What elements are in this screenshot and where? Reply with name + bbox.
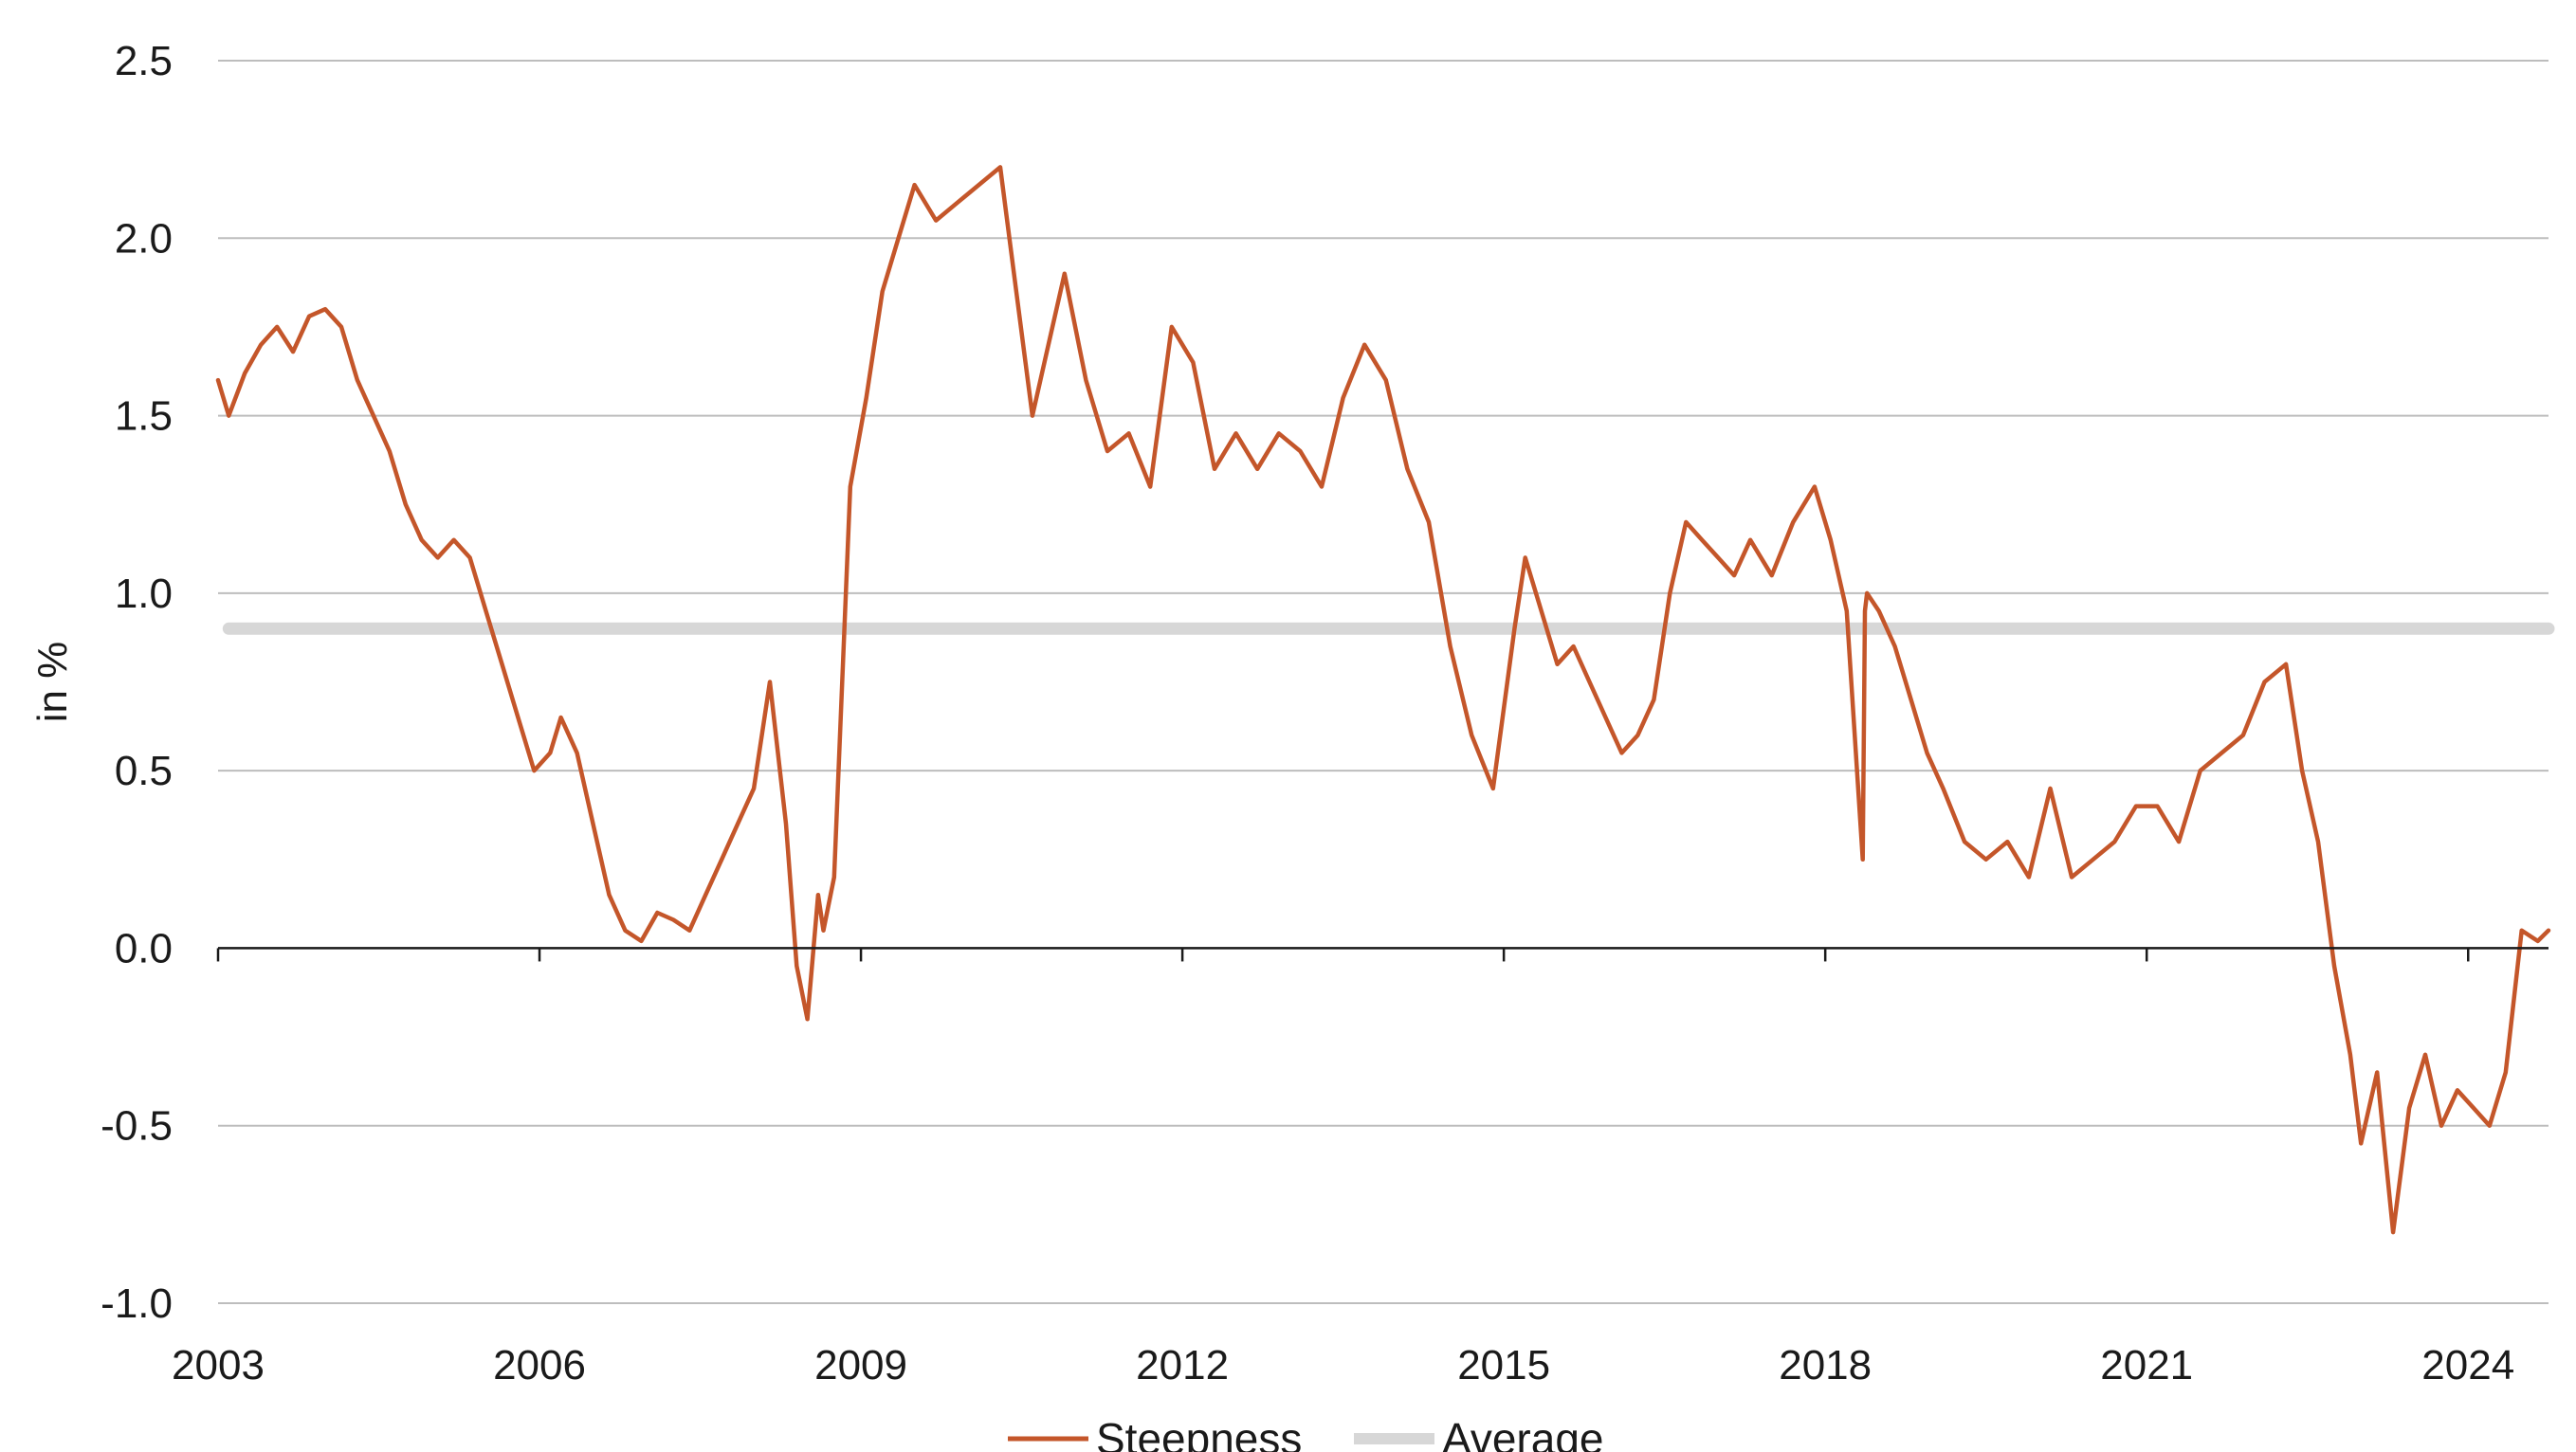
- x-tick-label: 2009: [814, 1342, 907, 1388]
- y-tick-label: 1.5: [115, 393, 173, 440]
- steepness-line: [215, 165, 2551, 1235]
- y-tick-label: 0.0: [115, 925, 173, 971]
- x-tick-label: 2012: [1136, 1342, 1229, 1388]
- x-tick-label: 2006: [493, 1342, 586, 1388]
- x-tick-label: 2003: [172, 1342, 265, 1388]
- y-tick-label: -1.0: [100, 1280, 173, 1327]
- y-axis-title: in %: [29, 642, 76, 723]
- x-tick-label: 2018: [1779, 1342, 1872, 1388]
- x-tick-label: 2024: [2421, 1342, 2514, 1388]
- series-lines: [215, 165, 2555, 1235]
- x-tick-label: 2015: [1457, 1342, 1550, 1388]
- y-tick-label: 2.5: [115, 38, 173, 84]
- legend-label-average: Average: [1442, 1414, 1604, 1452]
- y-tick-label: -0.5: [100, 1103, 173, 1150]
- legend: Steepness Average: [1008, 1414, 1604, 1452]
- legend-label-steepness: Steepness: [1096, 1414, 1302, 1452]
- gridlines: [218, 60, 2549, 1304]
- y-tick-label: 2.0: [115, 215, 173, 262]
- axes: -1.0 -0.5 0.0 0.5 1.0 1.5 2.0 2.5 2003 2006 2009 20…: [100, 38, 2549, 1388]
- y-tick-label: 1.0: [115, 571, 173, 617]
- y-tick-label: 0.5: [115, 748, 173, 794]
- x-tick-label: 2021: [2100, 1342, 2193, 1388]
